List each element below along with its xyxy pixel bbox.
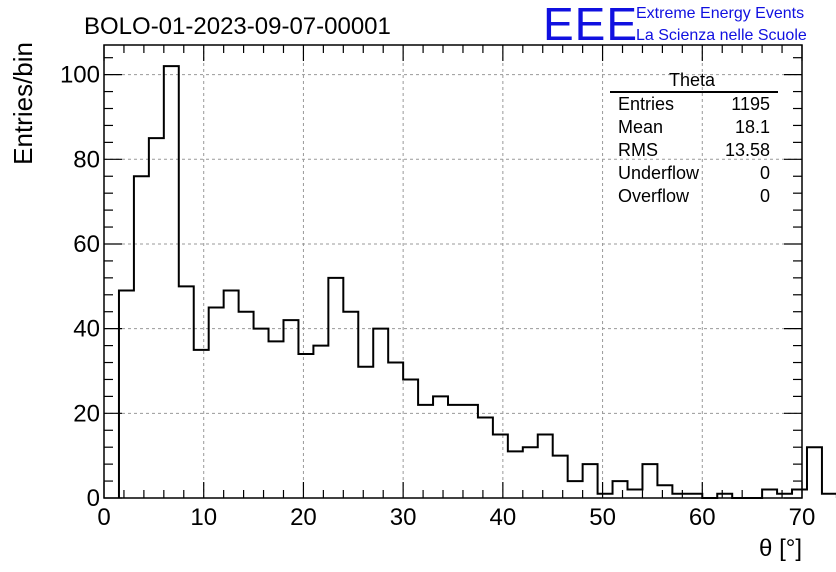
histogram-bin [328, 278, 343, 498]
x-tick-label: 30 [390, 504, 417, 531]
stats-row-label: Entries [618, 94, 674, 114]
histogram-bin [628, 490, 643, 498]
histogram-bin [538, 434, 553, 498]
histogram-bin [762, 490, 777, 498]
histogram-bin [269, 341, 284, 498]
histogram-bin [642, 464, 657, 498]
logo-line1: Extreme Energy Events [636, 5, 804, 22]
histogram-bin [209, 307, 224, 498]
grid-lines [104, 45, 802, 498]
y-tick-label: 40 [73, 316, 100, 343]
histogram-bin [239, 312, 254, 498]
x-tick-label: 50 [589, 504, 616, 531]
histogram-bin [373, 329, 388, 498]
histogram-bin [149, 138, 164, 498]
stats-row-label: RMS [618, 140, 658, 160]
histogram-bin [478, 418, 493, 498]
x-tick-label: 40 [490, 504, 517, 531]
histogram-bin [657, 485, 672, 498]
stats-box: Theta Entries 1195 Mean 18.1 RMS 13.58 Underfl… [610, 70, 778, 206]
histogram-bin [343, 312, 358, 498]
histogram-bin [792, 490, 807, 498]
eee-logo: EEE Extreme Energy Events La Scienza nel… [543, 0, 807, 50]
histogram-bin [448, 405, 463, 498]
axis-ticks [103, 45, 803, 499]
histogram-bin [313, 346, 328, 498]
logo-line2: La Scienza nelle Scuole [636, 27, 807, 44]
histogram-bin [179, 286, 194, 498]
y-axis-label: Entries/bin [8, 42, 38, 165]
stats-row-label: Overflow [618, 186, 690, 206]
y-tick-label: 80 [73, 146, 100, 173]
plot-frame [103, 44, 803, 499]
histogram-bin [807, 447, 822, 498]
histogram-bin [568, 481, 583, 498]
y-tick-label: 0 [87, 485, 100, 512]
stats-row-value: 18.1 [735, 117, 770, 137]
stats-row-value: 0 [760, 186, 770, 206]
x-tick-label: 10 [190, 504, 217, 531]
histogram-bin [553, 456, 568, 498]
x-tick-label: 20 [290, 504, 317, 531]
histogram-bin [164, 66, 179, 498]
histogram-bin [822, 494, 836, 498]
stats-row-label: Underflow [618, 163, 700, 183]
histogram-series [117, 65, 836, 499]
histogram-bin [463, 405, 478, 498]
y-tick-label: 60 [73, 231, 100, 258]
stats-row-value: 0 [760, 163, 770, 183]
histogram-bin [508, 451, 523, 498]
stats-rows: Entries 1195 Mean 18.1 RMS 13.58 Underflow 0 Ove… [618, 94, 770, 206]
histogram-bin [119, 291, 134, 498]
x-tick-label: 60 [689, 504, 716, 531]
histogram-bin [523, 447, 538, 498]
histogram-bin [583, 464, 598, 498]
stats-row-value: 13.58 [725, 140, 770, 160]
x-tick-label: 70 [789, 504, 816, 531]
histogram-bin [493, 434, 508, 498]
histogram-bin [254, 329, 269, 498]
tick-labels: 0 10 20 30 40 50 60 70 0 20 40 60 80 100 [60, 62, 815, 531]
histogram-bin [403, 379, 418, 498]
histogram-bin [134, 176, 149, 498]
y-tick-label: 20 [73, 400, 100, 427]
stats-row-label: Mean [618, 117, 663, 137]
stats-row-value: 1195 [731, 94, 770, 114]
y-tick-label: 100 [60, 62, 100, 89]
histogram-bin [418, 405, 433, 498]
stats-title: Theta [669, 70, 716, 90]
histogram-bin [388, 363, 403, 498]
logo-letters: EEE [543, 0, 638, 50]
histogram-bin [433, 396, 448, 498]
histogram-bin [298, 354, 313, 498]
histogram-bin [358, 367, 373, 498]
x-axis-label: θ [°] [759, 535, 802, 562]
histogram-bin [283, 320, 298, 498]
histogram-bin [224, 291, 239, 498]
chart-title: BOLO-01-2023-09-07-00001 [84, 13, 391, 40]
histogram-bin [194, 350, 209, 498]
x-tick-label: 0 [97, 504, 110, 531]
histogram-bin [613, 481, 628, 498]
histogram-outline [117, 65, 836, 499]
